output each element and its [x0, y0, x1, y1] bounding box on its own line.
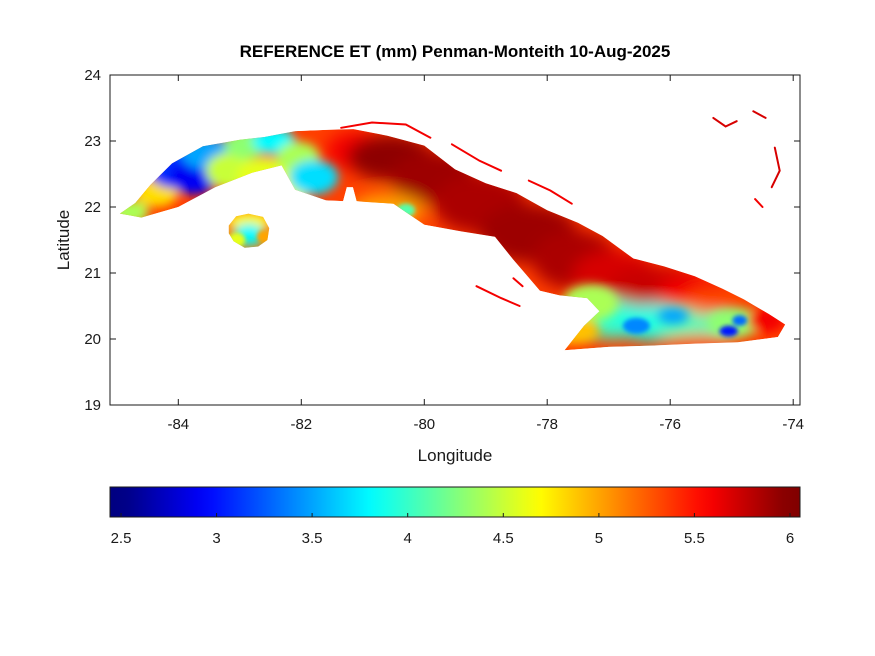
- cay-line: [754, 198, 764, 208]
- colorbar-tick-label: 2.5: [111, 530, 132, 547]
- colorbar-tick-label: 3: [212, 530, 220, 547]
- x-tick-label: -74: [782, 416, 804, 433]
- chart-title: REFERENCE ET (mm) Penman-Monteith 10-Aug…: [239, 42, 671, 61]
- cay-line: [450, 143, 503, 172]
- colorbar-tick-label: 5.5: [684, 530, 705, 547]
- x-tick-label: -78: [536, 416, 558, 433]
- y-tick-label: 22: [84, 199, 101, 216]
- y-tick-label: 21: [84, 265, 101, 282]
- y-tick-label: 19: [84, 397, 101, 414]
- y-tick-label: 20: [84, 331, 101, 348]
- x-tick-label: -84: [167, 416, 189, 433]
- colorbar-tick-label: 3.5: [302, 530, 323, 547]
- colorbar-tick-label: 5: [595, 530, 603, 547]
- cay-line: [512, 277, 524, 288]
- cays: [340, 110, 781, 307]
- et-heat-patches: [119, 129, 784, 345]
- colorbar-tick-label: 4.5: [493, 530, 514, 547]
- cay-line: [712, 116, 738, 128]
- cay-line: [340, 121, 432, 139]
- cay-line: [770, 146, 781, 189]
- et-heat-patches: [228, 203, 748, 337]
- x-tick-label: -82: [290, 416, 312, 433]
- x-axis-label: Longitude: [417, 446, 493, 465]
- cay-line: [752, 110, 767, 119]
- y-tick-label: 23: [84, 133, 101, 150]
- cuba-map: [119, 129, 786, 351]
- y-tick-label: 24: [84, 67, 101, 84]
- colorbar-tick-label: 4: [404, 530, 412, 547]
- x-tick-label: -80: [413, 416, 435, 433]
- cay-line: [475, 285, 521, 307]
- axes-box: [109, 74, 801, 406]
- x-tick-label: -76: [659, 416, 681, 433]
- cay-line: [527, 179, 573, 205]
- colorbar-gradient: [109, 486, 801, 518]
- colorbar-tick-label: 6: [786, 530, 794, 547]
